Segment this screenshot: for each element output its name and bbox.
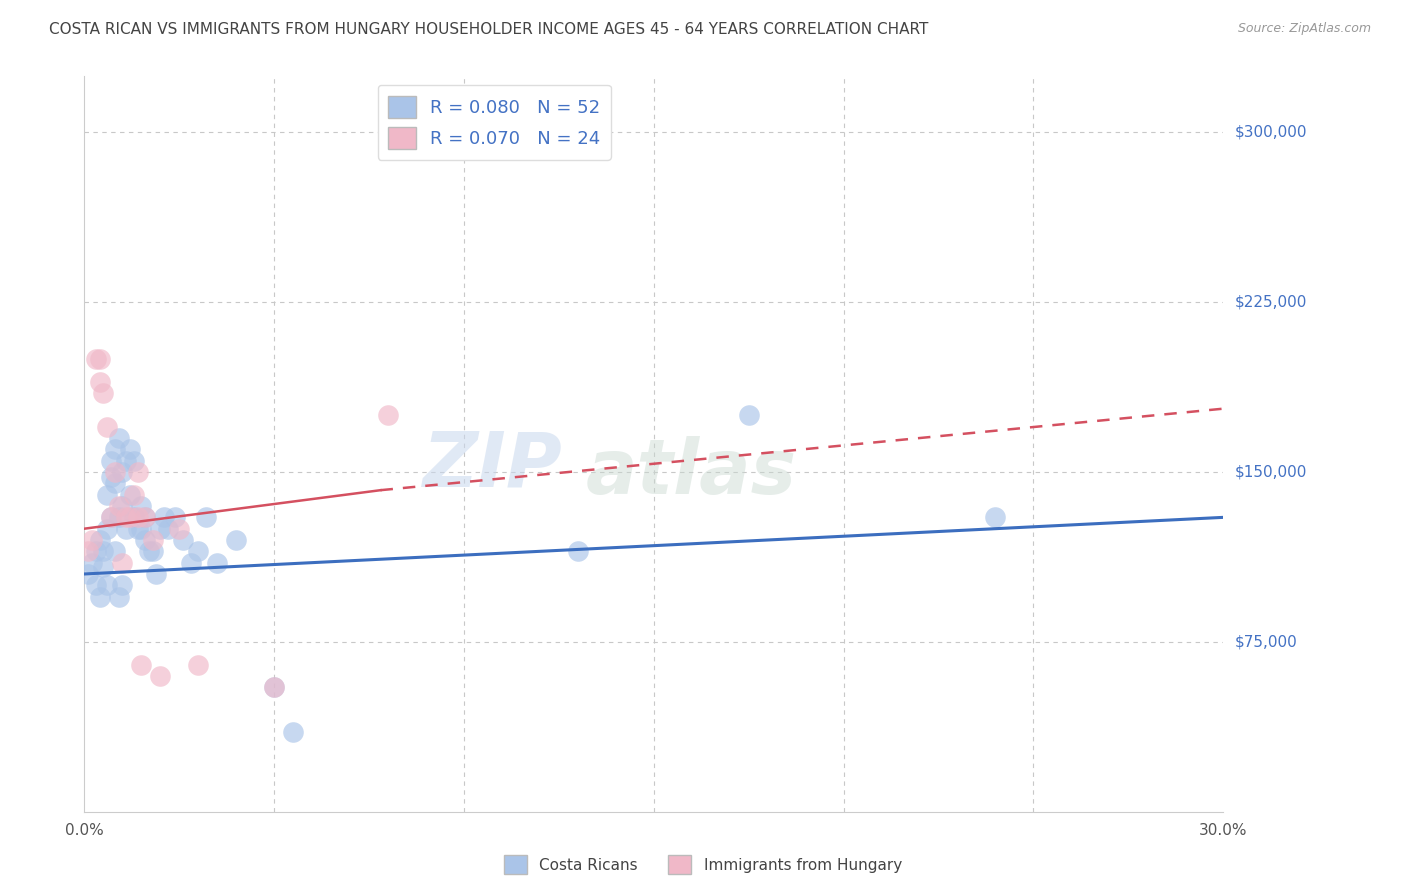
Point	[127, 522, 149, 536]
Point	[118, 510, 141, 524]
Point	[145, 566, 167, 581]
Point	[153, 510, 176, 524]
Point	[194, 510, 217, 524]
Point	[96, 488, 118, 502]
Point	[111, 556, 134, 570]
Point	[131, 499, 153, 513]
Point	[134, 510, 156, 524]
Point	[263, 680, 285, 694]
Point	[111, 578, 134, 592]
Point	[104, 544, 127, 558]
Point	[89, 533, 111, 547]
Point	[115, 522, 138, 536]
Text: ZIP: ZIP	[423, 429, 562, 503]
Point	[122, 488, 145, 502]
Point	[180, 556, 202, 570]
Point	[84, 544, 107, 558]
Point	[111, 465, 134, 479]
Point	[118, 442, 141, 457]
Point	[207, 556, 229, 570]
Point	[100, 510, 122, 524]
Point	[187, 657, 209, 672]
Text: atlas: atlas	[585, 436, 797, 510]
Point	[263, 680, 285, 694]
Point	[115, 454, 138, 468]
Point	[156, 522, 179, 536]
Point	[96, 522, 118, 536]
Point	[89, 351, 111, 366]
Legend: Costa Ricans, Immigrants from Hungary: Costa Ricans, Immigrants from Hungary	[498, 849, 908, 880]
Point	[84, 578, 107, 592]
Point	[93, 560, 115, 574]
Point	[80, 533, 103, 547]
Point	[138, 544, 160, 558]
Point	[134, 510, 156, 524]
Point	[165, 510, 187, 524]
Point	[77, 566, 100, 581]
Point	[77, 544, 100, 558]
Point	[104, 465, 127, 479]
Point	[100, 469, 122, 483]
Point	[122, 510, 145, 524]
Point	[142, 533, 165, 547]
Text: $225,000: $225,000	[1234, 294, 1306, 310]
Point	[118, 488, 141, 502]
Point	[96, 419, 118, 434]
Point	[187, 544, 209, 558]
Text: $300,000: $300,000	[1234, 125, 1306, 140]
Point	[567, 544, 589, 558]
Point	[100, 454, 122, 468]
Point	[169, 522, 191, 536]
Point	[96, 578, 118, 592]
Point	[104, 476, 127, 491]
Point	[93, 385, 115, 400]
Text: $150,000: $150,000	[1234, 465, 1306, 480]
Point	[984, 510, 1007, 524]
Point	[283, 725, 305, 739]
Point	[107, 431, 129, 445]
Point	[115, 510, 138, 524]
Text: COSTA RICAN VS IMMIGRANTS FROM HUNGARY HOUSEHOLDER INCOME AGES 45 - 64 YEARS COR: COSTA RICAN VS IMMIGRANTS FROM HUNGARY H…	[49, 22, 928, 37]
Point	[172, 533, 194, 547]
Point	[131, 522, 153, 536]
Point	[127, 510, 149, 524]
Point	[377, 409, 399, 423]
Text: $75,000: $75,000	[1234, 634, 1298, 649]
Point	[122, 454, 145, 468]
Point	[80, 556, 103, 570]
Point	[111, 499, 134, 513]
Point	[84, 351, 107, 366]
Point	[142, 544, 165, 558]
Point	[107, 590, 129, 604]
Point	[89, 590, 111, 604]
Point	[131, 657, 153, 672]
Legend: R = 0.080   N = 52, R = 0.070   N = 24: R = 0.080 N = 52, R = 0.070 N = 24	[378, 85, 612, 160]
Point	[134, 533, 156, 547]
Point	[107, 499, 129, 513]
Point	[738, 409, 761, 423]
Point	[104, 442, 127, 457]
Point	[149, 669, 172, 683]
Point	[149, 522, 172, 536]
Text: Source: ZipAtlas.com: Source: ZipAtlas.com	[1237, 22, 1371, 36]
Point	[107, 510, 129, 524]
Point	[127, 465, 149, 479]
Point	[100, 510, 122, 524]
Point	[225, 533, 247, 547]
Point	[93, 544, 115, 558]
Point	[89, 375, 111, 389]
